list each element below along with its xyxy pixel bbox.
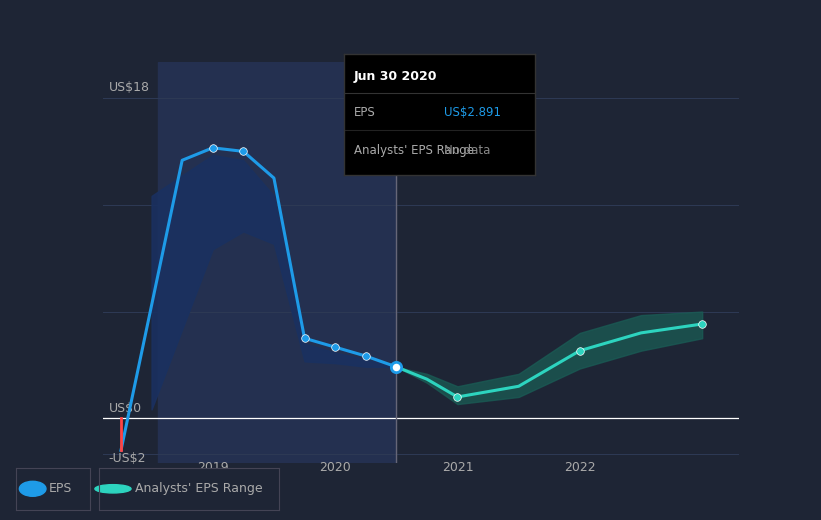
Point	[359, 352, 372, 360]
Point	[451, 393, 464, 401]
Bar	[158, 62, 397, 463]
Circle shape	[20, 482, 46, 496]
Point	[390, 363, 403, 371]
Text: 2022: 2022	[564, 461, 596, 474]
Text: Analysts Forecasts: Analysts Forecasts	[406, 107, 522, 120]
Point	[298, 334, 311, 342]
Point	[695, 320, 709, 328]
Text: Analysts' EPS Range: Analysts' EPS Range	[135, 483, 262, 495]
Text: 2019: 2019	[197, 461, 228, 474]
Text: US$0: US$0	[108, 402, 142, 415]
Point	[236, 147, 250, 155]
Text: US$18: US$18	[108, 82, 149, 95]
Point	[573, 346, 586, 355]
Point	[390, 363, 403, 371]
Text: Actual: Actual	[351, 107, 390, 120]
Point	[206, 144, 219, 152]
Text: -US$2: -US$2	[108, 452, 146, 465]
Text: 2021: 2021	[442, 461, 473, 474]
Circle shape	[95, 485, 131, 493]
Text: 2020: 2020	[319, 461, 351, 474]
Text: EPS: EPS	[49, 483, 72, 495]
Point	[328, 343, 342, 352]
